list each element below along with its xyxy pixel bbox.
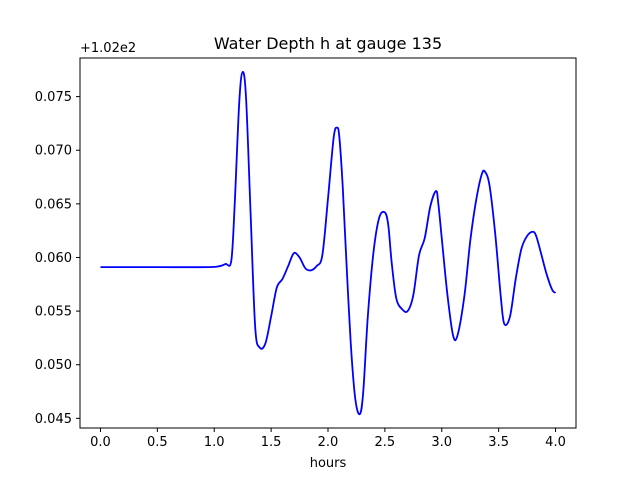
x-tick-label: 0.0 bbox=[90, 435, 111, 450]
x-axis-ticks: 0.0 0.5 1.0 1.5 2.0 2.5 3.0 3.5 4.0 bbox=[90, 428, 566, 450]
y-tick-label: 0.075 bbox=[35, 90, 72, 105]
x-tick-label: 2.5 bbox=[375, 435, 396, 450]
series-line bbox=[100, 71, 557, 416]
y-axis-offset-label: +1.02e2 bbox=[80, 41, 136, 56]
x-tick-label: 2.0 bbox=[318, 435, 339, 450]
series-layer bbox=[100, 71, 557, 416]
y-tick-label: 0.055 bbox=[35, 305, 72, 320]
x-tick-label: 0.5 bbox=[147, 435, 168, 450]
x-tick-label: 4.0 bbox=[545, 435, 566, 450]
y-tick-label: 0.045 bbox=[35, 412, 72, 427]
x-axis-label: hours bbox=[310, 456, 347, 471]
y-axis-ticks: 0.045 0.050 0.055 0.060 0.065 0.070 0.075 bbox=[35, 90, 80, 427]
y-tick-label: 0.065 bbox=[35, 197, 72, 212]
x-tick-label: 3.5 bbox=[488, 435, 509, 450]
x-tick-label: 1.0 bbox=[204, 435, 225, 450]
x-tick-label: 3.0 bbox=[431, 435, 452, 450]
y-tick-label: 0.050 bbox=[35, 358, 72, 373]
chart-title: Water Depth h at gauge 135 bbox=[214, 34, 442, 53]
y-tick-label: 0.070 bbox=[35, 144, 72, 159]
plot-area-frame bbox=[79, 57, 577, 429]
y-tick-label: 0.060 bbox=[35, 251, 72, 266]
x-tick-label: 1.5 bbox=[261, 435, 282, 450]
